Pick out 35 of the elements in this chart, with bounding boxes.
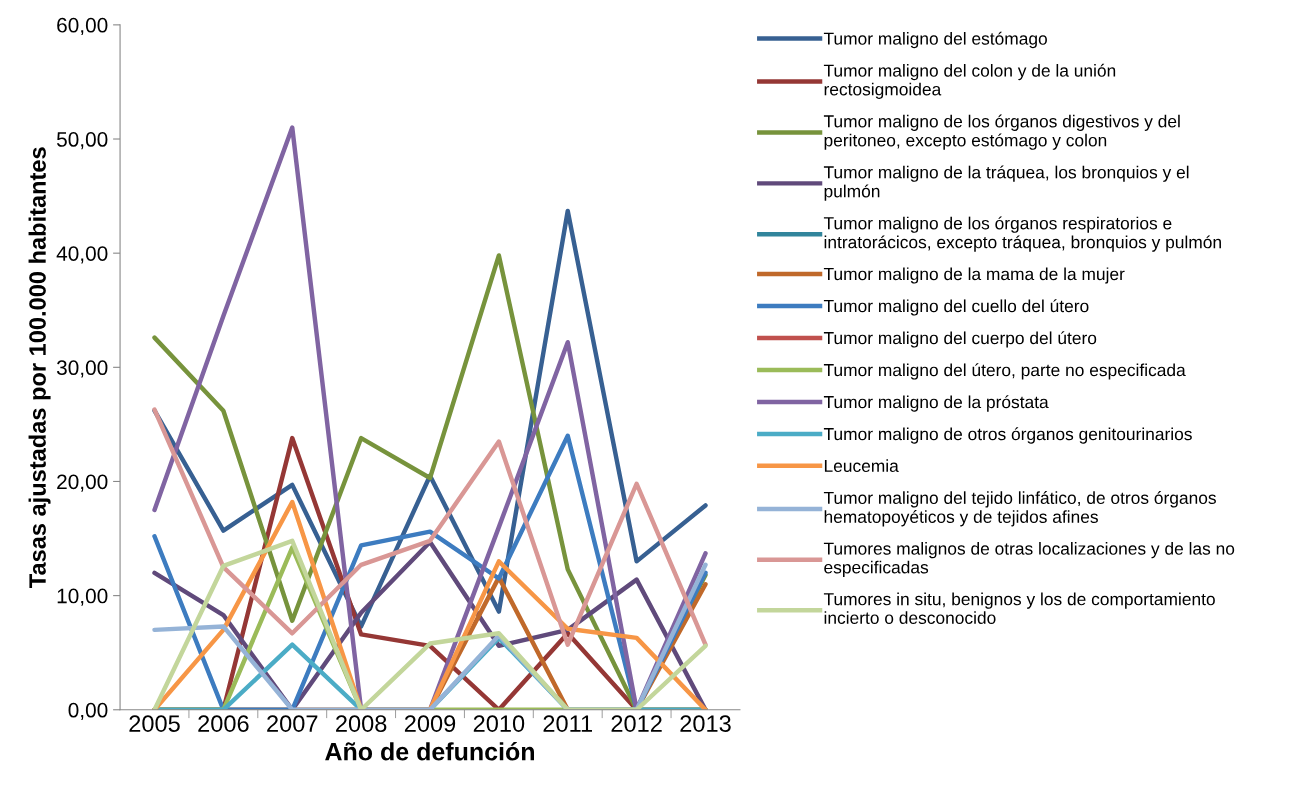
legend-label: Tumor maligno de la próstata xyxy=(823,395,1049,412)
y-tick-label: 0,00 xyxy=(68,702,108,720)
legend-label: Tumor maligno de la mama de la mujer xyxy=(823,267,1125,284)
line-series xyxy=(152,407,708,647)
legend-label: Tumores in situ, benignos y los de comportamiento incierto o desconocido xyxy=(823,592,1215,624)
legend-label: Tumor maligno del estómago xyxy=(823,31,1047,49)
y-tick-label: 10,00 xyxy=(57,588,108,606)
x-axis-title: Año de defunción xyxy=(325,741,535,761)
legend-label: Tumor maligno del cuerpo del útero xyxy=(823,331,1097,348)
x-tick-label: 2010 xyxy=(473,715,525,732)
x-tick-label: 2012 xyxy=(611,715,662,732)
x-tick-label: 2009 xyxy=(404,715,456,732)
legend-label: Tumor maligno del útero, parte no especificada xyxy=(823,363,1186,380)
y-tick-label: 20,00 xyxy=(57,474,108,492)
legend-label: Tumores malignos de otras localizaciones y de las no especificadas xyxy=(823,542,1235,577)
legend-label: Tumor maligno del cuello del útero xyxy=(823,299,1089,316)
legend-label: Tumor maligno del tejido linfático, de otros órganos hematopoyéticos y de tejidos afines xyxy=(823,491,1216,527)
y-tick-label: 40,00 xyxy=(56,246,108,264)
y-tick-label: 60,00 xyxy=(57,17,108,36)
legend-label: Tumor maligno de los órganos digestivos y del peritoneo, excepto estómago y colon xyxy=(823,114,1180,150)
y-axis-title: Tasas ajustadas por 100.000 habitantes xyxy=(28,147,51,588)
y-tick-label: 30,00 xyxy=(56,360,108,378)
line-series xyxy=(152,125,708,710)
y-tick-label: 50,00 xyxy=(56,132,108,150)
legend-label: Tumor maligno de la tráquea, los bronquios y el pulmón xyxy=(823,165,1189,201)
x-tick-label: 2011 xyxy=(543,715,592,732)
legend-label: Tumor maligno del colon y de la unión rectosigmoidea xyxy=(823,63,1116,99)
x-tick-label: 2007 xyxy=(267,715,318,732)
legend-label: Tumor maligno de los órganos respiratorios e intratorácicos, excepto tráquea, bronquios y pulmón xyxy=(823,216,1221,252)
x-tick-label: 2013 xyxy=(680,715,731,732)
legend-label: Tumor maligno de otros órganos genitourinarios xyxy=(823,427,1192,444)
x-tick-label: 2008 xyxy=(336,715,387,732)
x-tick-label: 2005 xyxy=(129,715,180,732)
legend-label: Leucemia xyxy=(824,459,899,473)
x-tick-label: 2006 xyxy=(198,715,249,732)
